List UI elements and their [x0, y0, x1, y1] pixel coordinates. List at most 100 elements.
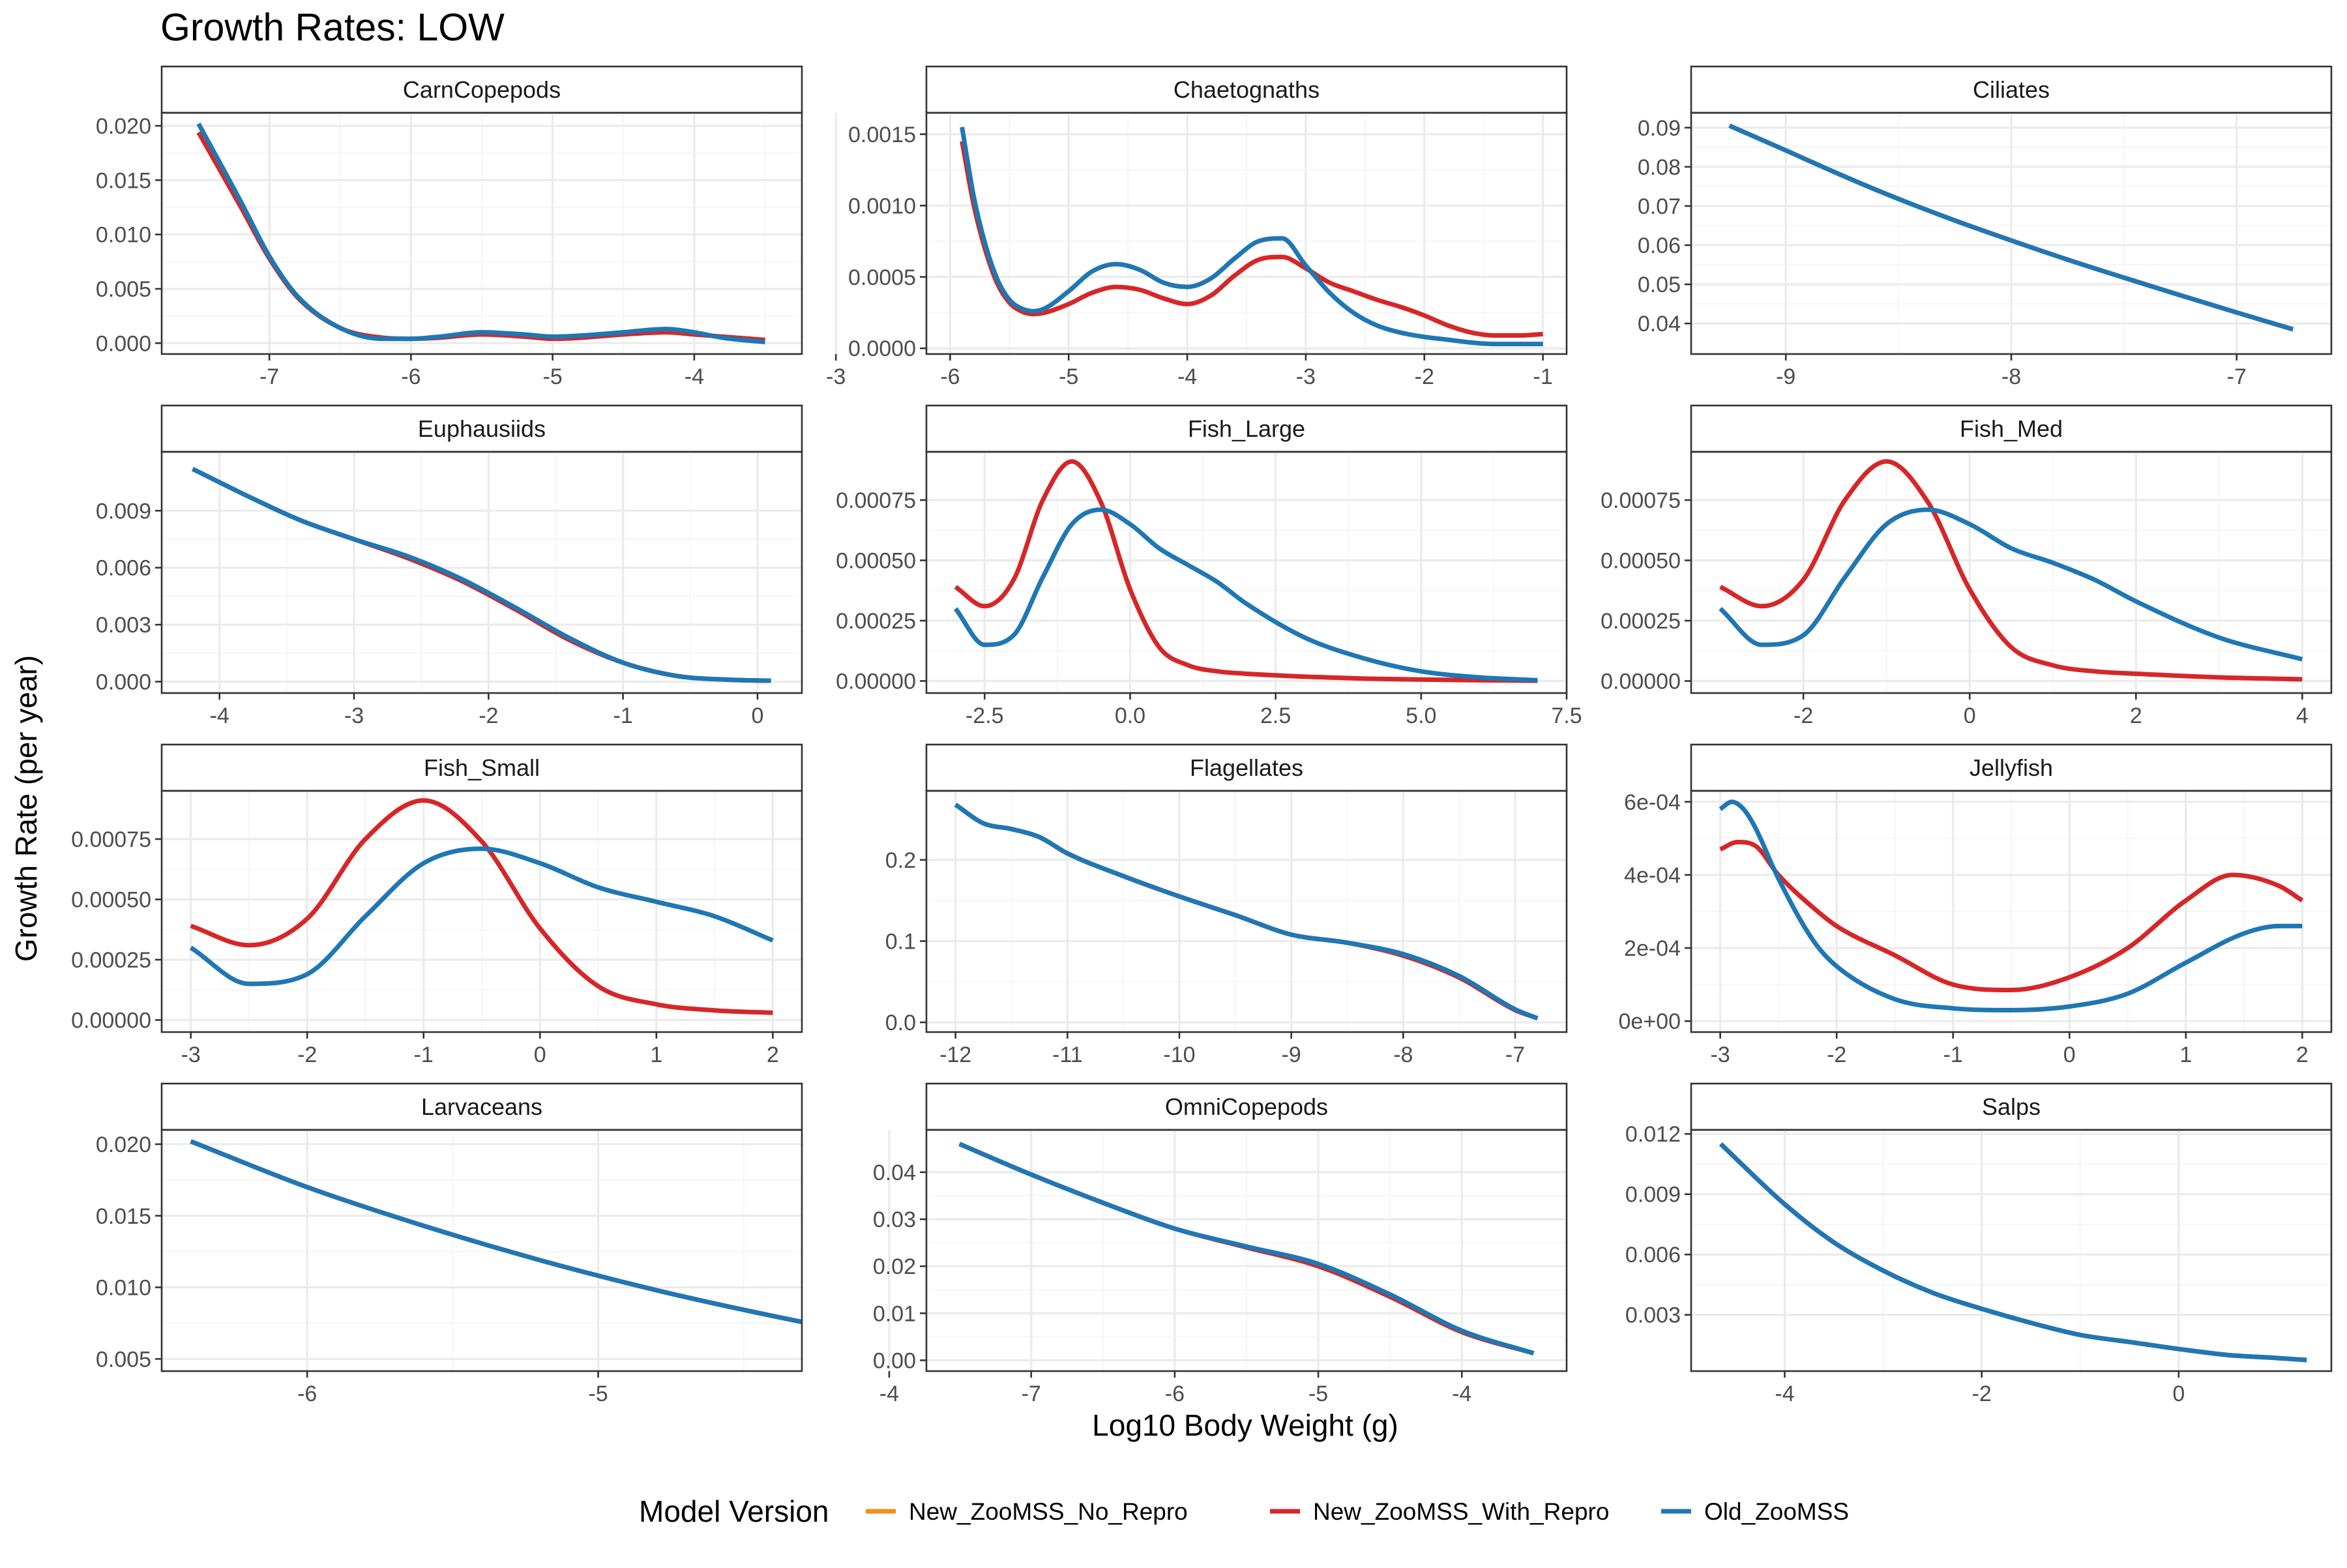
x-tick-label: -4: [685, 364, 704, 389]
y-tick-label: 0.01: [873, 1301, 916, 1326]
facet-panel-salps: Salps -4 -2 0 0.003 0.006 0.009 0.012: [1625, 1082, 2333, 1406]
x-tick-label: 2.5: [1260, 703, 1291, 728]
series-group: [953, 459, 1538, 683]
y-tick-label: 0.0000: [848, 336, 916, 361]
facet-strip-label: Salps: [1982, 1093, 2041, 1120]
facet-strip: [160, 404, 803, 453]
y-tick-label: 0.08: [1638, 155, 1681, 180]
y-tick-label: 0.00025: [836, 609, 916, 634]
series-line-new-zoomss-with-repro: [1719, 1142, 2307, 1363]
y-tick-label: 0.00075: [836, 488, 916, 513]
y-tick-label: 0.00075: [1601, 488, 1681, 513]
x-tick-label: -3: [181, 1043, 201, 1067]
facet-panel-fish-large: Fish_Large -2.5 0.0 2.5 5.0 7.5 0.00000 0.00025…: [836, 404, 1582, 728]
series-line-old-zoomss: [960, 126, 1543, 347]
x-tick-label: -2: [1415, 364, 1434, 389]
y-tick-label: 0.005: [96, 1347, 151, 1372]
series-group: [196, 122, 765, 345]
y-tick-label: 0.010: [96, 1276, 151, 1301]
y-tick-label: 0.003: [96, 613, 151, 638]
series-group: [958, 1142, 1535, 1355]
y-tick-label: 2e-04: [1624, 936, 1681, 961]
y-tick-label: 0.0015: [848, 123, 916, 147]
y-tick-label: 0.00000: [1601, 670, 1681, 694]
x-tick-label: -4: [210, 703, 229, 728]
y-tick-label: 0.009: [1625, 1183, 1681, 1207]
y-tick-label: 0.06: [1638, 233, 1681, 258]
series-line-old-zoomss: [954, 803, 1539, 1021]
y-tick-label: 0.02: [873, 1254, 916, 1279]
y-axis-title: Growth Rate (per year): [9, 655, 43, 962]
panel-border: [160, 1129, 803, 1372]
x-tick-label: -3: [1711, 1043, 1730, 1067]
x-tick-label: 0: [1964, 703, 1976, 728]
y-tick-label: 0.00000: [71, 1009, 151, 1033]
x-tick-label: -5: [588, 1382, 608, 1406]
facet-strip: [160, 65, 803, 114]
x-tick-label: -1: [1943, 1043, 1963, 1067]
y-tick-label: 0.0: [885, 1011, 916, 1035]
x-tick-label: -7: [2227, 364, 2247, 389]
facet-strip-label: Fish_Med: [1960, 415, 2063, 442]
facet-strip: [925, 1082, 1568, 1131]
series-group: [960, 126, 1543, 347]
facet-strip-label: CarnCopepods: [403, 76, 561, 103]
y-tick-label: 0.00000: [836, 670, 916, 694]
legend-entry-new-zoomss-no-repro: New_ZooMSS_No_Repro: [866, 1498, 1188, 1525]
x-tick-label: -7: [259, 364, 279, 389]
y-tick-label: 0.00050: [1601, 549, 1681, 574]
x-tick-label: 0: [534, 1043, 546, 1067]
legend-title: Model Version: [639, 1494, 829, 1528]
y-tick-label: 0.000: [96, 670, 151, 695]
y-tick-label: 0.020: [96, 1132, 151, 1157]
series-line-old-zoomss: [958, 1142, 1535, 1355]
x-tick-label: -12: [939, 1043, 971, 1067]
y-tick-label: 0.015: [96, 1204, 151, 1229]
facet-strip: [160, 743, 803, 792]
x-tick-label: 7.5: [1551, 703, 1582, 728]
y-tick-label: 0.0005: [848, 265, 916, 290]
facet-panel-chaetognaths: Chaetognaths -6 -5 -4 -3 -2 -1 0.0000 0.0005 0.00…: [848, 65, 1568, 389]
x-tick-label: -3: [826, 364, 846, 389]
x-tick-label: -8: [1393, 1043, 1413, 1067]
y-tick-label: 0.1: [885, 929, 916, 954]
panel-border: [925, 1129, 1568, 1372]
series-line-old-zoomss: [191, 467, 771, 683]
facet-panel-fish-small: Fish_Small -3 -2 -1 0 1 2 0.00000 0.00025 0.00050…: [71, 743, 803, 1067]
x-tick-label: -1: [1533, 364, 1553, 389]
facet-strip: [1690, 743, 2333, 792]
series-group: [1719, 459, 2303, 682]
legend-label: New_ZooMSS_No_Repro: [909, 1498, 1188, 1525]
y-tick-label: 0.000: [96, 331, 151, 356]
legend-entry-old-zoomss: Old_ZooMSS: [1661, 1498, 1849, 1525]
y-tick-label: 0.006: [96, 556, 151, 581]
facet-strip-label: OmniCopepods: [1165, 1093, 1328, 1120]
x-tick-label: -10: [1163, 1043, 1195, 1067]
x-tick-label: -7: [1022, 1382, 1041, 1406]
y-tick-label: 0.012: [1625, 1122, 1681, 1147]
facet-strip: [1690, 65, 2333, 114]
x-tick-label: -5: [1059, 364, 1078, 389]
x-tick-label: -1: [414, 1043, 434, 1067]
y-tick-label: 0.009: [96, 499, 151, 524]
facet-strip-label: Larvaceans: [421, 1093, 542, 1120]
y-tick-label: 0.010: [96, 223, 151, 248]
y-tick-label: 0.00050: [836, 549, 916, 574]
x-tick-label: 2: [767, 1043, 779, 1067]
facet-panel-euphausiids: Euphausiids -4 -3 -2 -1 0 0.000 0.003 0.006 0.009: [96, 404, 803, 728]
series-group: [1728, 123, 2294, 332]
legend: Model Version New_ZooMSS_No_Repro New_Zoo…: [639, 1494, 1849, 1528]
x-tick-label: 2: [2130, 703, 2142, 728]
x-tick-label: -8: [2001, 364, 2021, 389]
facet-strip: [160, 1082, 803, 1131]
y-tick-label: 0.04: [1638, 312, 1681, 336]
facet-panel-ciliates: Ciliates -9 -8 -7 0.04 0.05 0.06 0.07 0.08 0.09: [1638, 65, 2333, 389]
x-tick-label: 2: [2296, 1043, 2309, 1067]
y-tick-label: 0e+00: [1619, 1009, 1681, 1034]
y-tick-label: 4e-04: [1624, 863, 1681, 888]
y-tick-label: 0.09: [1638, 116, 1681, 141]
y-tick-label: 0.006: [1625, 1243, 1681, 1267]
y-tick-label: 0.04: [873, 1161, 916, 1185]
panel-border: [1690, 451, 2333, 694]
